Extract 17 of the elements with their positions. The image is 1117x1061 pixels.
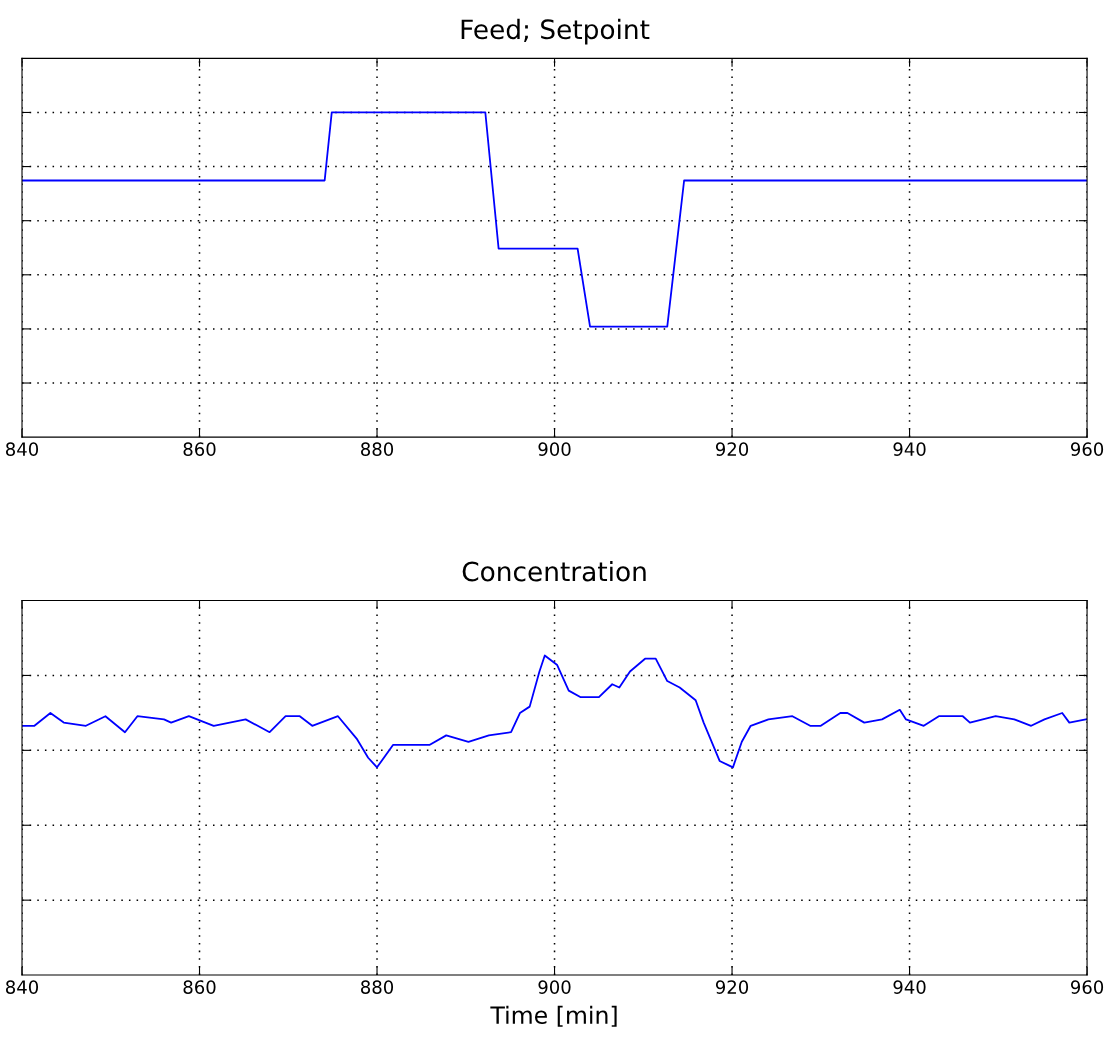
x-tick-label: 860 [183, 980, 216, 994]
x-tick-label: 840 [6, 442, 39, 456]
chart-title: Feed; Setpoint [461, 18, 650, 45]
chart-title: Concentration [462, 561, 646, 582]
x-tick-label: 920 [715, 442, 749, 456]
x-tick-label: 940 [893, 442, 926, 456]
x-tick-label: 960 [1070, 980, 1104, 994]
x-tick-label: 920 [715, 980, 749, 994]
x-tick-label: 840 [6, 980, 39, 994]
x-tick-label: 880 [361, 980, 394, 994]
x-tick-label: 900 [538, 980, 571, 994]
x-tick-label: 860 [183, 442, 216, 456]
x-tick-label: 940 [893, 980, 926, 994]
x-tick-label: 880 [361, 442, 394, 456]
x-tick-label: 960 [1070, 442, 1104, 456]
x-axis-title: Time [min] [490, 1005, 617, 1027]
x-tick-label: 900 [538, 442, 571, 456]
